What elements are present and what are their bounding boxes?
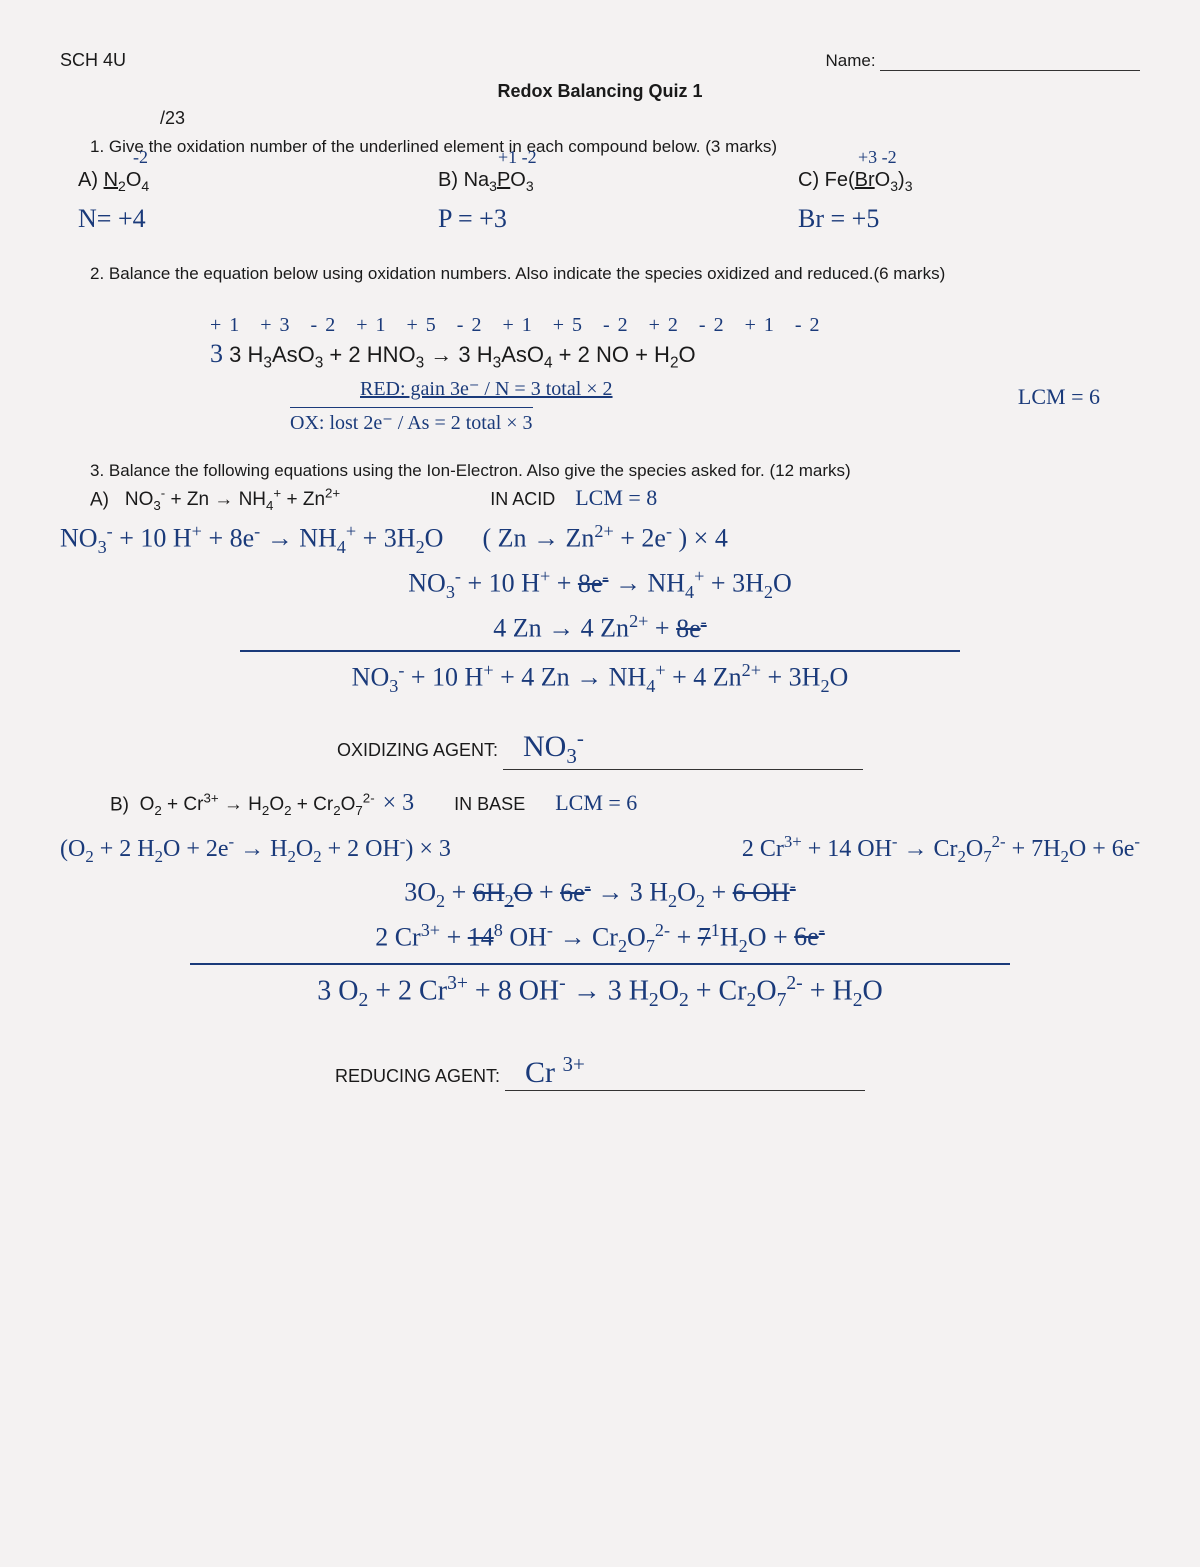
q3-text: 3. Balance the following equations using… [90,461,1140,481]
q2-eq-inner: 3 H3AsO3 + 2 HNO3 → 3 H3AsO4 + 2 NO + H2… [229,342,696,367]
q1-text: 1. Give the oxidation number of the unde… [90,137,1140,157]
q3a-line1: NO3- + 10 H+ + 8e- → NH4+ + 3H2O ( Zn → … [60,521,1140,558]
oxidizing-label: OXIDIZING AGENT: [337,740,498,760]
q2-ox: OX: lost 2e⁻ / As = 2 total × 3 [290,407,533,435]
q1a-answer: N= +4 [78,204,402,234]
q1b-label: B) [438,169,458,191]
q3a-line3: 4 Zn → 4 Zn2+ + 8e- [60,611,1140,644]
q1b-formula: Na3PO3 [464,169,534,191]
q1a-formula: N2O4 [104,169,150,191]
q1-answers: -2 A) N2O4 N= +4 +1 -2 B) Na3PO3 P = +3 … [60,169,1140,234]
q3b-right-half: 2 Cr3+ + 14 OH- → Cr2O72- + 7H2O + 6e- [742,832,1140,867]
q1c-formula: Fe(BrO3)3 [825,169,913,191]
q3a-line2: NO3- + 10 H+ + 8e- → NH4+ + 3H2O [60,566,1140,603]
q2-oxnums: +1 +3 -2 +1 +5 -2 +1 +5 -2 +2 -2 +1 -2 [210,314,990,337]
q1c: +3 -2 C) Fe(BrO3)3 Br = +5 [798,169,1122,234]
q2-red: RED: gain 3e⁻ / N = 3 total × 2 [360,376,990,401]
q3a-final: NO3- + 10 H+ + 4 Zn → NH4+ + 4 Zn2+ + 3H… [60,660,1140,697]
q3a-label: A) NO3- + Zn → NH4+ + Zn2+ [90,486,340,513]
q3b-left-half: (O2 + 2 H2O + 2e- → H2O2 + 2 OH-) × 3 [60,832,451,867]
q2-equation: 3 3 H3AsO3 + 2 HNO3 → 3 H3AsO4 + 2 NO + … [210,339,990,372]
q1b-top: +1 -2 [498,147,537,168]
q1a-top: -2 [133,147,148,168]
name-field: Name: [825,51,1140,71]
q3b-base: IN BASE [454,794,525,815]
q1b-answer: P = +3 [438,204,762,234]
q1b: +1 -2 B) Na3PO3 P = +3 [438,169,762,234]
q2-lcm: LCM = 6 [1018,384,1100,410]
oxidizing-agent-row: OXIDIZING AGENT: NO3- [60,726,1140,770]
q1c-label: C) [798,169,819,191]
reducing-answer: Cr 3+ [505,1052,865,1091]
course-code: SCH 4U [60,50,126,71]
quiz-title: Redox Balancing Quiz 1 [60,81,1140,102]
q2-work: +1 +3 -2 +1 +5 -2 +1 +5 -2 +2 -2 +1 -2 3… [210,314,990,435]
name-label: Name: [825,51,875,70]
q3a-lcm: LCM = 8 [575,485,657,511]
q3b-lcm: LCM = 6 [555,790,637,816]
q1c-top: +3 -2 [858,147,897,168]
q1c-answer: Br = +5 [798,204,1122,234]
reducing-agent-row: REDUCING AGENT: Cr 3+ [60,1052,1140,1091]
q3b-final: 3 O2 + 2 Cr3+ + 8 OH- → 3 H2O2 + Cr2O72-… [60,973,1140,1012]
oxidizing-answer: NO3- [503,726,863,770]
q2-text: 2. Balance the equation below using oxid… [90,264,1140,284]
q3a-acid: IN ACID [490,489,555,510]
q1a-label: A) [78,169,98,191]
q3b-line2: 3O2 + 6H2O + 6e- → 3 H2O2 + 6 OH- [60,875,1140,912]
total-marks: /23 [160,108,1140,129]
q1a: -2 A) N2O4 N= +4 [78,169,402,234]
reducing-label: REDUCING AGENT: [335,1066,500,1086]
q3b-line3: 2 Cr3+ + 148 OH- → Cr2O72- + 71H2O + 6e- [60,920,1140,957]
q3b-label: B) O2 + Cr3+ → H2O2 + Cr2O72- [110,791,375,818]
